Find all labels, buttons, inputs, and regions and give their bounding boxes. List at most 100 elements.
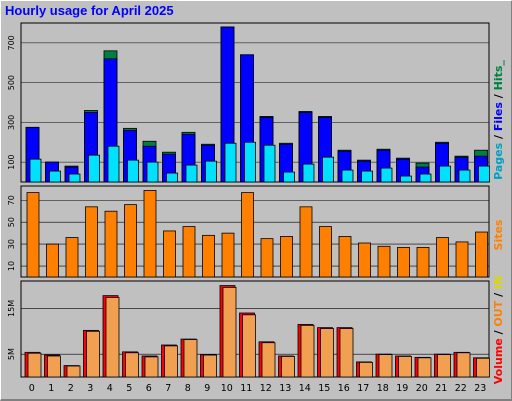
pages-bar: [380, 167, 393, 183]
pages-bar: [263, 144, 276, 183]
x-tick-label: 10: [221, 383, 233, 394]
sites-bar: [65, 237, 79, 278]
sites-bar: [416, 246, 430, 278]
pages-bar: [458, 169, 471, 183]
sites-bar: [26, 192, 40, 278]
pages-bar: [302, 163, 315, 183]
x-tick-label: 4: [107, 383, 113, 394]
legend-entry: Files: [492, 102, 505, 132]
out-bar: [66, 365, 81, 378]
y-tick-label: 30: [7, 239, 16, 249]
out-bar: [437, 354, 451, 378]
out-bar: [125, 352, 139, 378]
pages-bar: [29, 158, 42, 183]
x-tick-label: 17: [357, 383, 369, 394]
legend-entry: /: [492, 327, 505, 339]
out-bar: [456, 352, 471, 378]
pages-bar: [205, 160, 217, 183]
sites-bar: [377, 245, 391, 278]
x-tick-label: 8: [185, 383, 191, 394]
chart-title: Hourly usage for April 2025: [5, 3, 174, 18]
x-tick-label: 23: [474, 383, 486, 394]
x-tick-label: 5: [126, 383, 132, 394]
out-bar: [339, 328, 354, 378]
panel-sites: 10 30 50 70: [7, 185, 490, 278]
sites-bar: [455, 241, 469, 278]
pages-bar: [341, 169, 354, 183]
out-bar: [86, 330, 100, 378]
sites-bar: [221, 232, 235, 278]
x-tick-label: 12: [260, 383, 272, 394]
legend-entry: /: [492, 90, 505, 102]
legend-pages-files-hits: Pages / Files / Hits_: [492, 60, 505, 180]
legend-entry: Volume: [492, 338, 505, 384]
out-bar: [417, 357, 432, 378]
pages-bar: [49, 170, 61, 183]
sites-bar: [85, 206, 98, 278]
x-tick-label: 16: [338, 383, 350, 394]
pages-bar: [88, 154, 100, 183]
y-tick-label: 100: [7, 154, 16, 169]
pages-bar: [127, 159, 139, 183]
y-tick-label: 300: [7, 115, 16, 130]
out-bar: [242, 314, 256, 378]
sites-bar: [104, 210, 118, 278]
pages-bar: [68, 173, 81, 183]
x-tick-label: 0: [29, 383, 35, 394]
x-tick-label: 19: [396, 383, 408, 394]
sites-bar: [260, 238, 274, 278]
out-bar: [359, 361, 373, 378]
panel-pages-files-hits: 100 300 500 700: [7, 22, 490, 183]
y-tick-label: 5M: [7, 348, 16, 360]
out-bar: [203, 354, 217, 378]
legend-sites: Sites: [492, 219, 505, 250]
x-tick-label: 20: [416, 383, 428, 394]
plot-area: [20, 185, 490, 278]
y-tick-label: 70: [7, 195, 16, 205]
x-tick-label: 6: [146, 383, 152, 394]
out-bar: [378, 354, 393, 378]
out-bar: [320, 328, 334, 378]
y-tick-label: 500: [7, 75, 16, 90]
x-tick-label: 15: [318, 383, 330, 394]
sites-bar: [280, 236, 293, 278]
sites-bar: [436, 237, 449, 278]
legend-volume: Volume / OUT / IN: [492, 276, 505, 384]
y-tick-label: 10: [7, 261, 16, 271]
x-tick-label: 18: [377, 383, 389, 394]
pages-bar: [283, 171, 295, 183]
pages-bar: [166, 172, 178, 183]
legend-entry: /: [492, 131, 505, 143]
sites-bar: [397, 246, 410, 278]
legend-entry: OUT: [492, 300, 505, 326]
x-tick-label: 22: [455, 383, 467, 394]
y-tick-label: 50: [7, 217, 16, 227]
x-tick-label: 14: [299, 383, 311, 394]
sites-bar: [182, 226, 196, 278]
sites-bar: [241, 192, 254, 278]
sites-bar: [299, 206, 313, 278]
pages-bar: [400, 175, 412, 183]
legend-entry: Hits: [492, 65, 505, 90]
out-bar: [183, 339, 198, 378]
pages-bar: [224, 142, 237, 183]
out-bar: [144, 356, 159, 378]
x-tick-label: 21: [435, 383, 447, 394]
pages-bar: [244, 141, 256, 183]
x-tick-label: 2: [68, 383, 74, 394]
legend-entry: Pages: [492, 142, 505, 180]
sites-bar: [143, 189, 157, 278]
out-bar: [47, 355, 61, 378]
sites-bar: [358, 242, 371, 278]
out-bar: [222, 286, 237, 378]
y-tick-label: 15M: [7, 300, 16, 317]
x-tick-label: 1: [48, 383, 54, 394]
sites-bar: [124, 204, 137, 278]
pages-bar: [185, 164, 198, 183]
out-bar: [164, 345, 178, 378]
x-tick-label: 13: [279, 383, 291, 394]
x-tick-label: 9: [204, 383, 210, 394]
pages-bar: [146, 161, 159, 183]
